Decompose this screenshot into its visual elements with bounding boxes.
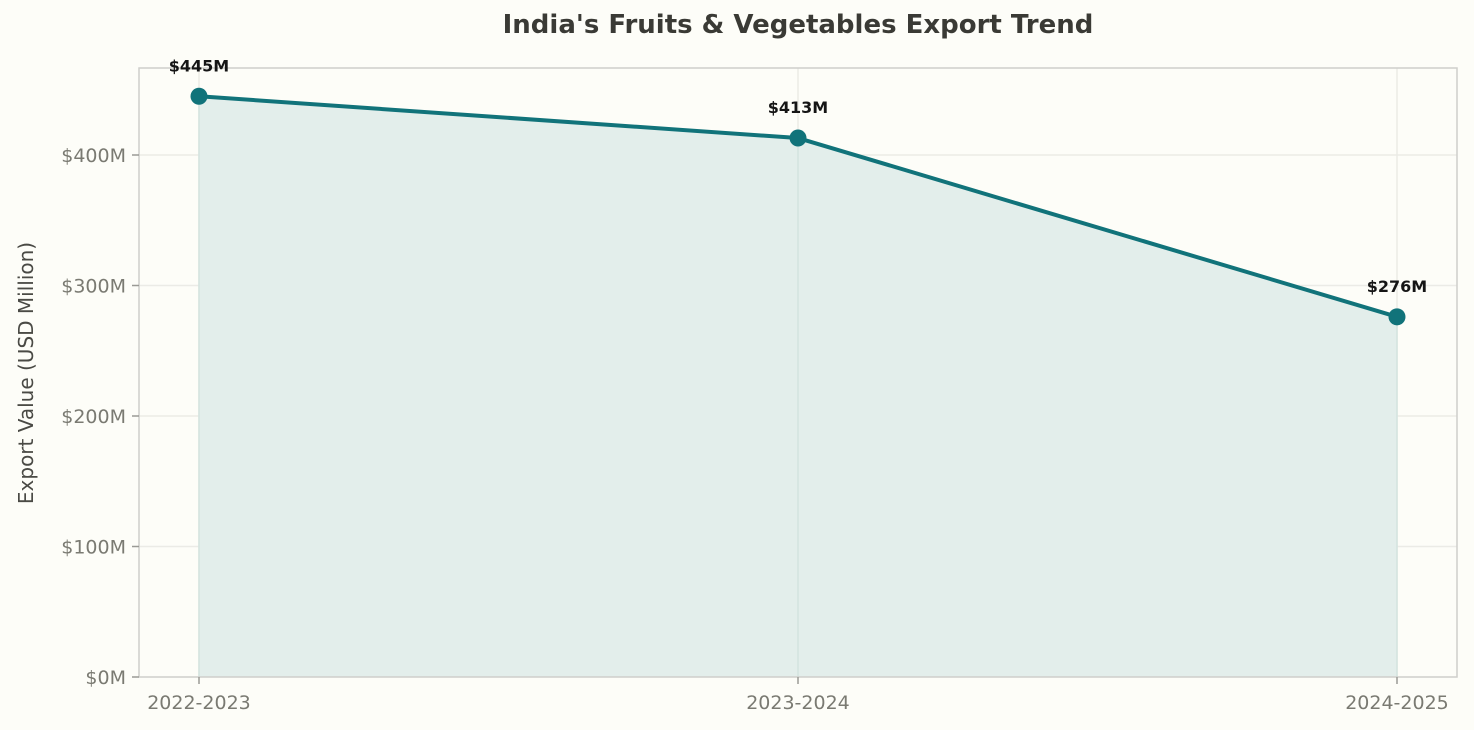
data-points <box>190 87 1406 326</box>
x-tick-label: 2022-2023 <box>147 692 251 714</box>
y-axis-ticks: $0M $100M $200M $300M $400M <box>61 145 139 689</box>
y-tick-label: $400M <box>61 145 126 167</box>
x-tick-label: 2024-2025 <box>1345 692 1449 714</box>
vertical-drop-lines <box>198 96 1398 677</box>
data-point[interactable] <box>789 129 807 147</box>
data-value-label: $445M <box>169 56 229 75</box>
y-tick-label: $0M <box>85 667 126 689</box>
data-point[interactable] <box>190 87 208 105</box>
data-value-label: $413M <box>768 98 828 117</box>
x-axis-ticks: 2022-2023 2023-2024 2024-2025 <box>147 677 1449 714</box>
x-tick-label: 2023-2024 <box>746 692 850 714</box>
data-value-label: $276M <box>1367 277 1427 296</box>
y-tick-label: $100M <box>61 537 126 559</box>
chart-title: India's Fruits & Vegetables Export Trend <box>502 10 1094 40</box>
data-point[interactable] <box>1388 308 1406 326</box>
y-tick-label: $200M <box>61 406 126 428</box>
y-tick-label: $300M <box>61 276 126 298</box>
data-labels: $445M $413M $276M <box>169 56 1427 296</box>
